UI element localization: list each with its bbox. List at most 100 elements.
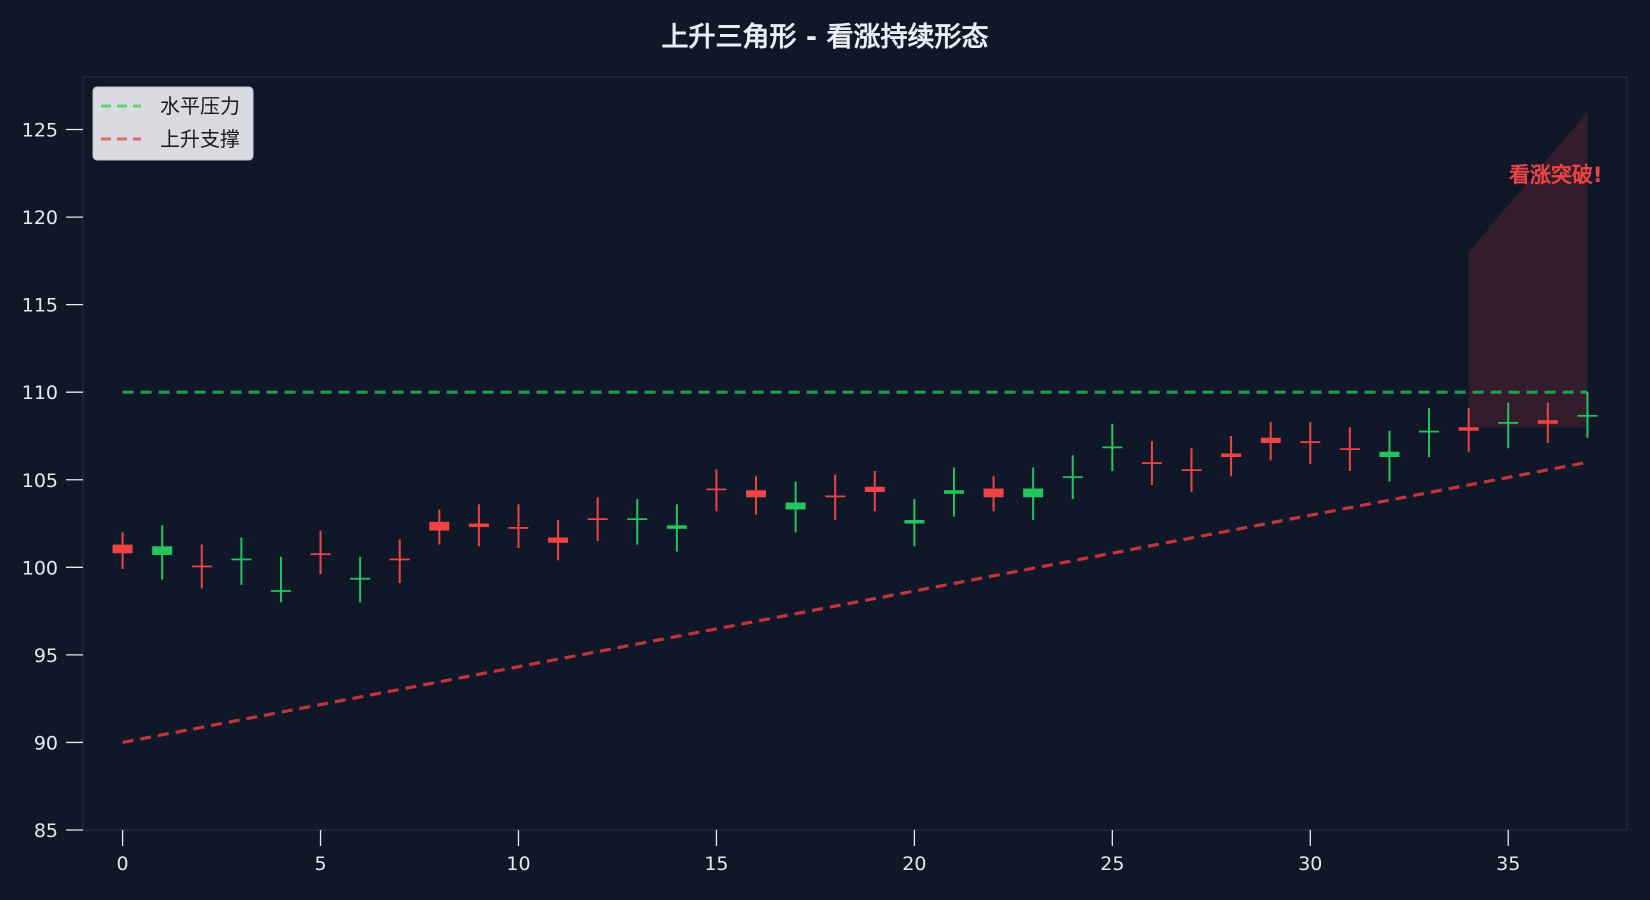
candle-body [1419,430,1440,433]
candle [1300,421,1321,465]
candle-body [1141,462,1162,465]
candle-body [627,518,648,521]
candle [825,474,846,521]
candle-body [1537,420,1558,424]
x-tick-label: 35 [1496,853,1520,875]
candle [508,504,529,549]
candle-body [1458,427,1479,431]
candle-body [746,490,767,498]
candle-body [1102,446,1123,449]
candle-body [429,521,450,531]
y-tick-label: 115 [22,295,58,317]
candle-body [389,558,410,561]
candle [864,471,885,512]
candle [1458,407,1479,452]
candle [1379,430,1400,482]
candle-body [1339,448,1360,450]
candle [548,520,569,561]
x-tick-label: 30 [1298,853,1322,875]
candle-body [1181,469,1202,472]
candle [983,476,1004,512]
candle-body [548,537,569,543]
candle [1498,402,1519,449]
candle-body [864,486,885,493]
legend-label-resistance: 水平压力 [160,94,240,118]
candle [1102,423,1123,472]
y-tick-label: 105 [22,470,58,492]
candle [943,467,964,517]
candle-body [191,565,212,568]
candle-body [1023,488,1044,498]
candle [112,532,133,570]
candle-body [943,490,964,494]
candle-body [310,553,331,556]
candles-layer [112,392,1598,603]
breakout-zone-layer [1468,112,1588,428]
x-tick-label: 25 [1100,853,1124,875]
candle [231,537,252,585]
candle-body [152,546,173,556]
candle-body [904,520,925,524]
candle-body [1260,437,1281,443]
y-tick-label: 120 [22,207,58,229]
breakout-zone [1468,112,1588,428]
candle [587,497,608,542]
candle [468,504,489,547]
legend: 水平压力 上升支撑 [92,86,254,161]
legend-label-support: 上升支撑 [160,127,240,151]
candle-body [1062,476,1083,479]
candle-body [112,544,133,554]
candle [1339,427,1360,472]
candle-body [1379,451,1400,458]
support-line [122,460,1588,745]
candle [310,530,331,575]
candle [904,499,925,547]
chart-title: 上升三角形 - 看涨持续形态 [661,21,988,53]
candle-body [350,577,371,580]
y-tick-label: 85 [34,820,58,842]
y-tick-label: 100 [22,557,58,579]
x-tick-label: 20 [902,853,926,875]
x-tick-label: 5 [314,853,326,875]
y-tick-label: 90 [34,732,58,754]
candle-body [825,495,846,498]
candle-body [785,502,806,510]
candle [270,556,291,603]
candle [191,544,212,589]
candle [152,525,173,580]
candle-body [1577,414,1598,417]
breakout-annotation: 看涨突破! [1509,163,1603,187]
candle-body [270,590,291,592]
candle [785,481,806,533]
candle [1260,421,1281,461]
candle-body [1498,421,1519,424]
candle-body [231,558,252,561]
candle-body [666,525,687,529]
candle [1023,467,1044,521]
trend-lines-layer [122,390,1588,745]
candle [627,499,648,545]
axes-layer: 85 90 95 100 105 110 115 120 125 0 5 10 15 20 25 30 35 [22,120,1521,875]
candle-body [983,488,1004,498]
x-tick-label: 0 [117,853,129,875]
candle [666,504,687,552]
candle [1141,441,1162,486]
candle [429,509,450,545]
candle-body [587,518,608,521]
candle [1577,392,1598,438]
plot-area [82,76,1628,831]
candle-body [508,527,529,529]
y-tick-label: 125 [22,120,58,142]
y-tick-label: 110 [22,382,58,404]
y-tick-label: 95 [34,645,58,667]
x-tick-label: 15 [704,853,728,875]
candle-body [468,523,489,528]
candle [1181,448,1202,493]
x-tick-label: 10 [506,853,530,875]
candle [1537,402,1558,443]
candle [706,469,727,512]
candle [350,556,371,603]
candle [1221,435,1242,477]
